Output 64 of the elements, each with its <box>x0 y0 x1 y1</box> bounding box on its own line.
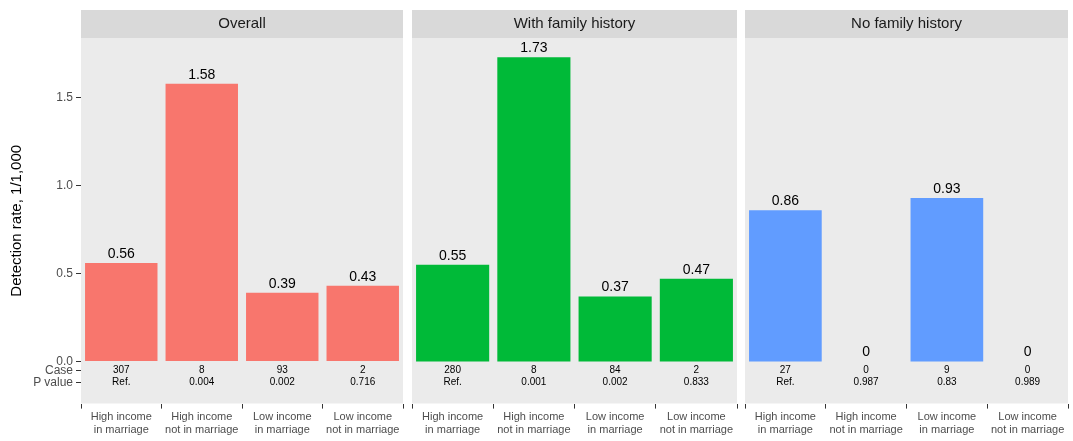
data-label: 0.55 <box>439 246 467 263</box>
data-label: 0 <box>1023 343 1032 360</box>
annotation: 0.002 <box>269 376 296 388</box>
x-tick-label: Low income not in marriage <box>659 410 734 436</box>
annotation: 27 <box>779 363 792 375</box>
annotation: 0 <box>1024 363 1031 375</box>
x-tick-label: Low income not in marriage <box>990 410 1065 436</box>
data-label: 1.58 <box>188 65 216 82</box>
bar <box>85 262 158 361</box>
chart-title: With family history <box>513 14 636 32</box>
data-label: 0.39 <box>268 274 297 291</box>
bar <box>497 57 571 362</box>
bar <box>165 83 238 361</box>
data-label: 0.86 <box>771 192 800 209</box>
x-tick-label: Low income not in marriage <box>326 410 400 436</box>
x-tick-label: Low income in marriage <box>585 410 645 436</box>
annotation: 9 <box>944 363 951 375</box>
x-tick-label: High income not in marriage <box>497 410 571 436</box>
y-tick-label: P value <box>33 374 74 389</box>
annotation: 0.83 <box>937 376 958 388</box>
annotation: 0.002 <box>602 376 629 388</box>
y-axis-title: Detection rate, 1/1,000 <box>7 144 25 297</box>
annotation: Ref. <box>112 376 131 388</box>
annotation: Ref. <box>443 376 462 388</box>
annotation: 0.989 <box>1015 376 1041 388</box>
bar <box>326 285 399 361</box>
data-label: 0.47 <box>682 260 711 277</box>
annotation: 307 <box>112 363 131 375</box>
annotation: 0.987 <box>853 376 880 388</box>
bar <box>578 296 652 362</box>
y-tick-label: 1.5 <box>56 90 74 105</box>
data-label: 0.43 <box>349 267 377 284</box>
annotation: 2 <box>693 363 700 375</box>
data-label: 0.37 <box>601 278 629 295</box>
x-tick-label: High income not in marriage <box>165 410 239 436</box>
bar <box>416 264 490 362</box>
x-tick-label: High income in marriage <box>90 410 152 436</box>
annotation: 280 <box>444 363 462 375</box>
x-tick-label: Low income in marriage <box>252 410 312 436</box>
annotation: 0.001 <box>521 376 547 388</box>
data-label: 1.73 <box>520 39 548 56</box>
annotation: 0.833 <box>683 376 710 388</box>
annotation: 2 <box>359 363 366 375</box>
data-label: 0 <box>862 343 871 360</box>
x-tick-label: High income in marriage <box>422 410 484 436</box>
annotation: 0.004 <box>189 376 215 388</box>
annotation: 8 <box>198 363 205 375</box>
bar <box>246 292 319 361</box>
annotation: 84 <box>609 363 622 375</box>
bar <box>659 278 733 362</box>
chart-title: No family history <box>851 14 963 32</box>
x-tick-label: High income not in marriage <box>829 410 903 436</box>
chart-title: Overall <box>218 14 266 32</box>
annotation: 0.716 <box>350 376 376 388</box>
y-tick-label: 0.5 <box>56 265 74 280</box>
annotation: 0 <box>863 363 870 375</box>
y-tick-label: 1.0 <box>56 177 74 192</box>
x-tick-label: Low income in marriage <box>917 410 977 436</box>
annotation: Ref. <box>776 376 795 388</box>
annotation: 8 <box>531 363 538 375</box>
x-tick-label: High income in marriage <box>754 410 816 436</box>
data-label: 0.56 <box>107 244 136 261</box>
data-label: 0.93 <box>933 179 961 196</box>
annotation: 93 <box>276 363 289 375</box>
